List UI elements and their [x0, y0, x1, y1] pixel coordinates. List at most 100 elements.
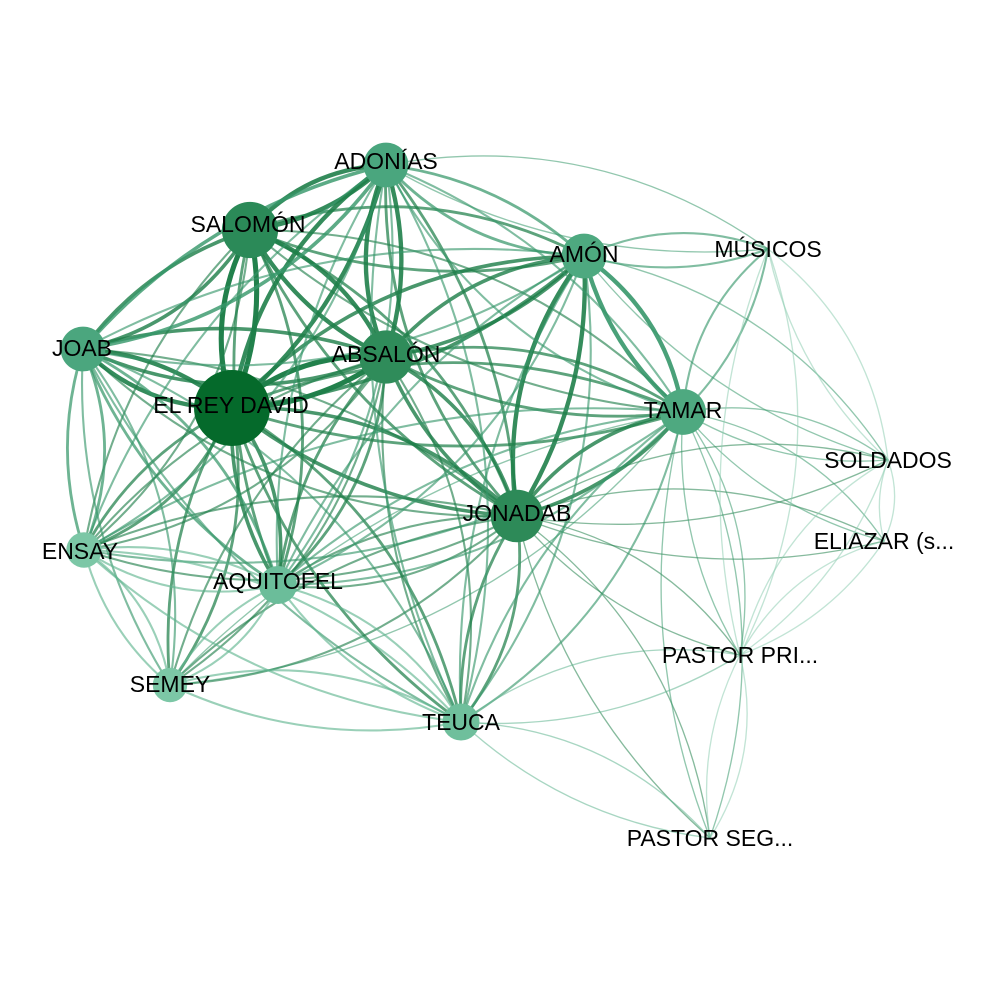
edge-aquitofel-ensay-2 [82, 548, 280, 593]
node-amon[interactable] [561, 233, 607, 279]
edge-teuca-pastor2-2 [460, 721, 711, 839]
node-joab[interactable] [60, 326, 106, 372]
edge-absalon-semey-2 [168, 355, 388, 687]
edge-tamar-soldados-1 [682, 411, 889, 462]
edge-jonadab-eliazar-1 [516, 515, 885, 560]
edge-jonadab-soldados-2 [516, 443, 889, 517]
edge-tamar-teuca-2 [459, 410, 685, 724]
edge-amon-tamar-2 [581, 253, 686, 415]
nodes-layer [60, 142, 706, 741]
edge-david-semey-1 [166, 406, 234, 687]
edge-pastor1-soldados-1 [739, 459, 889, 656]
edge-jonadab-ensay-2 [82, 514, 519, 582]
edge-tamar-pastor2-2 [682, 411, 743, 839]
node-label-ensay: ENSAY [42, 538, 118, 564]
edge-pastor1-pastor2-2 [709, 654, 748, 839]
edge-jonadab-pastor2-1 [516, 515, 711, 839]
edge-adonias-teuca-1 [370, 163, 463, 724]
edge-jonadab-eliazar-2 [516, 488, 885, 542]
edge-musicos-pastor1-2 [739, 248, 799, 656]
edge-jonadab-joab-2 [81, 347, 519, 518]
labels-layer: EL REY DAVID SALOMÓN ABSALÓN JONADAB ADO… [42, 148, 954, 851]
edge-tamar-eliazar-1 [682, 411, 885, 542]
edge-jonadab-pastor1-2 [516, 515, 741, 656]
node-label-pastor1: PASTOR PRI... [662, 642, 818, 668]
edge-joab-semey-2 [81, 347, 177, 687]
edge-tamar-semey-2 [169, 411, 684, 686]
edge-pastor1-eliazar-1 [739, 540, 885, 656]
edge-teuca-pastor2-1 [460, 721, 711, 839]
node-label-soldados: SOLDADOS [824, 447, 952, 473]
edge-joab-aquitofel-1 [81, 347, 280, 587]
edge-adonias-aquitofel-2 [276, 163, 394, 587]
edge-absalon-aquitofel-1 [276, 355, 388, 587]
node-label-adonias: ADONÍAS [334, 148, 438, 174]
node-salomon[interactable] [221, 201, 279, 259]
node-label-david: EL REY DAVID [153, 392, 309, 418]
edge-david-teuca-2 [230, 406, 463, 724]
edge-joab-ensay-1 [66, 347, 86, 552]
edge-tamar-adonias-2 [384, 163, 685, 414]
edge-absalon-tamar-2 [384, 345, 685, 414]
edge-david-jonadab-2 [230, 405, 519, 518]
edge-adonias-ensay-1 [82, 163, 388, 552]
edge-tamar-musicos-1 [681, 247, 770, 414]
node-aquitofel[interactable] [259, 566, 297, 604]
edge-tamar-pastor2-1 [660, 411, 711, 839]
edge-absalon-amon-2 [384, 254, 586, 359]
node-label-jonadab: JONADAB [463, 500, 572, 526]
node-tamar[interactable] [660, 389, 706, 435]
edge-amon-soldados-2 [583, 255, 889, 461]
node-label-amon: AMÓN [550, 241, 619, 267]
node-semey[interactable] [152, 667, 188, 703]
edge-joab-teuca-1 [81, 347, 463, 724]
edge-amon-adonias-1 [384, 163, 586, 258]
node-label-absalon: ABSALÓN [332, 341, 441, 367]
node-label-teuca: TEUCA [422, 709, 501, 735]
edge-tamar-soldados-2 [682, 407, 889, 461]
edge-joab-semey-1 [80, 347, 172, 687]
edge-adonias-teuca-2 [384, 163, 489, 724]
node-jonadab[interactable] [490, 489, 544, 543]
edge-teuca-pastor1-2 [460, 648, 741, 723]
node-david[interactable] [194, 370, 270, 446]
node-adonias[interactable] [363, 142, 409, 188]
edge-absalon-teuca-2 [384, 355, 473, 724]
edge-jonadab-ensay-1 [82, 495, 519, 552]
edge-tamar-eliazar-2 [682, 411, 885, 542]
node-label-pastor2: PASTOR SEG... [627, 825, 794, 851]
edge-semey-teuca-2 [168, 669, 463, 724]
edge-aquitofel-teuca-1 [276, 583, 463, 724]
edge-teuca-pastor1-1 [460, 654, 741, 725]
edge-adonias-joab-2 [81, 163, 388, 351]
edge-semey-teuca-1 [168, 683, 463, 732]
node-label-salomon: SALOMÓN [190, 211, 305, 237]
edge-musicos-soldados-2 [767, 248, 889, 461]
edge-tamar-aquitofel-2 [276, 410, 685, 587]
node-absalon[interactable] [359, 330, 413, 384]
edge-absalon-joab-1 [81, 326, 388, 359]
edge-adonias-joab-1 [81, 163, 388, 351]
node-ensay[interactable] [66, 532, 102, 568]
edge-david-amon-1 [230, 254, 586, 410]
edge-salomon-tamar-1 [248, 228, 685, 414]
edge-jonadab-pastor2-2 [516, 515, 711, 839]
edge-tamar-musicos-2 [681, 247, 770, 414]
edge-ensay-teuca-1 [82, 548, 463, 724]
node-label-aquitofel: AQUITOFEL [213, 568, 343, 594]
edge-david-jonadab-1 [230, 406, 519, 518]
edge-adonias-ensay-2 [82, 163, 388, 552]
node-teuca[interactable] [442, 703, 480, 741]
edge-tamar-pastor1-2 [682, 411, 746, 656]
edge-soldados-eliazar-2 [883, 459, 896, 542]
edge-aquitofel-teuca-2 [276, 583, 463, 724]
edge-tamar-teuca-1 [459, 410, 685, 724]
edge-pastor1-eliazar-2 [739, 540, 885, 656]
edge-ensay-semey-1 [82, 548, 172, 687]
edge-amon-aquitofel-1 [276, 254, 586, 587]
edge-amon-joab-1 [81, 247, 586, 351]
edge-tamar-aquitofel-1 [276, 410, 685, 587]
edge-pastor1-soldados-2 [739, 459, 889, 656]
node-label-musicos: MÚSICOS [714, 236, 821, 262]
